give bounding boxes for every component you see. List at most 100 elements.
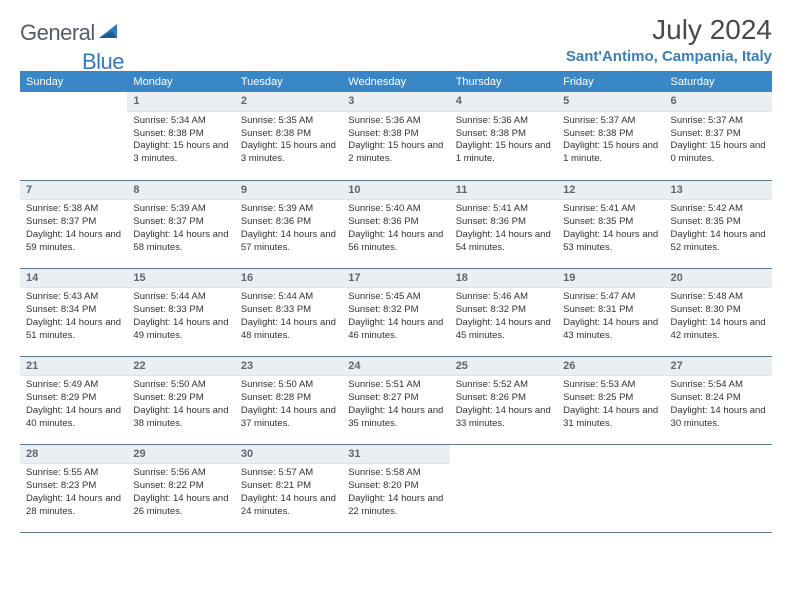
day-cell: 21Sunrise: 5:49 AMSunset: 8:29 PMDayligh…	[20, 356, 127, 444]
day-cell: 17Sunrise: 5:45 AMSunset: 8:32 PMDayligh…	[342, 268, 449, 356]
day-number: 18	[450, 269, 557, 289]
day-line: Sunset: 8:22 PM	[133, 480, 228, 493]
day-cell: 7Sunrise: 5:38 AMSunset: 8:37 PMDaylight…	[20, 180, 127, 268]
day-line: Sunrise: 5:47 AM	[563, 291, 658, 304]
day-cell: 30Sunrise: 5:57 AMSunset: 8:21 PMDayligh…	[235, 444, 342, 532]
day-line: Daylight: 14 hours and 22 minutes.	[348, 493, 443, 519]
day-content: Sunrise: 5:36 AMSunset: 8:38 PMDaylight:…	[342, 112, 449, 170]
day-line: Sunrise: 5:44 AM	[133, 291, 228, 304]
day-line: Sunset: 8:23 PM	[26, 480, 121, 493]
day-number: 12	[557, 181, 664, 201]
day-line: Sunrise: 5:35 AM	[241, 115, 336, 128]
day-number: 2	[235, 92, 342, 112]
day-cell: 19Sunrise: 5:47 AMSunset: 8:31 PMDayligh…	[557, 268, 664, 356]
day-cell: 13Sunrise: 5:42 AMSunset: 8:35 PMDayligh…	[665, 180, 772, 268]
header: General July 2024 Sant'Antimo, Campania,…	[20, 14, 772, 65]
day-line: Daylight: 14 hours and 49 minutes.	[133, 317, 228, 343]
week-row: 14Sunrise: 5:43 AMSunset: 8:34 PMDayligh…	[20, 268, 772, 356]
day-content: Sunrise: 5:44 AMSunset: 8:33 PMDaylight:…	[127, 288, 234, 346]
day-line: Sunset: 8:36 PM	[241, 216, 336, 229]
day-line: Daylight: 14 hours and 38 minutes.	[133, 405, 228, 431]
day-number: 27	[665, 357, 772, 377]
day-line: Sunset: 8:38 PM	[133, 128, 228, 141]
day-line: Daylight: 15 hours and 3 minutes.	[241, 140, 336, 166]
day-line: Sunset: 8:38 PM	[241, 128, 336, 141]
day-cell: 3Sunrise: 5:36 AMSunset: 8:38 PMDaylight…	[342, 92, 449, 180]
brand-triangle-icon	[99, 22, 121, 45]
day-line: Daylight: 14 hours and 48 minutes.	[241, 317, 336, 343]
day-line: Daylight: 14 hours and 46 minutes.	[348, 317, 443, 343]
day-line: Sunrise: 5:57 AM	[241, 467, 336, 480]
day-content: Sunrise: 5:56 AMSunset: 8:22 PMDaylight:…	[127, 464, 234, 522]
day-line: Sunset: 8:37 PM	[26, 216, 121, 229]
day-cell	[557, 444, 664, 532]
day-content: Sunrise: 5:52 AMSunset: 8:26 PMDaylight:…	[450, 376, 557, 434]
brand-logo: General	[20, 14, 123, 46]
day-number: 22	[127, 357, 234, 377]
day-line: Sunset: 8:33 PM	[241, 304, 336, 317]
day-content: Sunrise: 5:39 AMSunset: 8:36 PMDaylight:…	[235, 200, 342, 258]
day-cell: 24Sunrise: 5:51 AMSunset: 8:27 PMDayligh…	[342, 356, 449, 444]
calendar-body: 1Sunrise: 5:34 AMSunset: 8:38 PMDaylight…	[20, 92, 772, 532]
day-line: Sunrise: 5:52 AM	[456, 379, 551, 392]
day-number: 28	[20, 445, 127, 465]
day-line: Daylight: 14 hours and 37 minutes.	[241, 405, 336, 431]
day-number: 11	[450, 181, 557, 201]
day-line: Daylight: 15 hours and 1 minute.	[456, 140, 551, 166]
day-line: Sunrise: 5:41 AM	[456, 203, 551, 216]
day-line: Sunset: 8:29 PM	[133, 392, 228, 405]
day-number: 24	[342, 357, 449, 377]
day-line: Daylight: 14 hours and 51 minutes.	[26, 317, 121, 343]
day-cell: 23Sunrise: 5:50 AMSunset: 8:28 PMDayligh…	[235, 356, 342, 444]
day-number: 5	[557, 92, 664, 112]
day-line: Sunrise: 5:36 AM	[348, 115, 443, 128]
day-line: Sunrise: 5:39 AM	[241, 203, 336, 216]
day-line: Sunrise: 5:53 AM	[563, 379, 658, 392]
day-line: Sunset: 8:37 PM	[133, 216, 228, 229]
day-line: Sunrise: 5:37 AM	[563, 115, 658, 128]
day-cell: 11Sunrise: 5:41 AMSunset: 8:36 PMDayligh…	[450, 180, 557, 268]
day-content: Sunrise: 5:45 AMSunset: 8:32 PMDaylight:…	[342, 288, 449, 346]
day-number: 15	[127, 269, 234, 289]
day-line: Sunrise: 5:48 AM	[671, 291, 766, 304]
day-line: Daylight: 15 hours and 0 minutes.	[671, 140, 766, 166]
day-content: Sunrise: 5:48 AMSunset: 8:30 PMDaylight:…	[665, 288, 772, 346]
day-line: Sunrise: 5:55 AM	[26, 467, 121, 480]
day-line: Sunrise: 5:43 AM	[26, 291, 121, 304]
day-cell: 4Sunrise: 5:36 AMSunset: 8:38 PMDaylight…	[450, 92, 557, 180]
day-line: Sunset: 8:32 PM	[348, 304, 443, 317]
day-line: Sunset: 8:37 PM	[671, 128, 766, 141]
day-cell: 1Sunrise: 5:34 AMSunset: 8:38 PMDaylight…	[127, 92, 234, 180]
day-line: Daylight: 14 hours and 33 minutes.	[456, 405, 551, 431]
day-line: Sunset: 8:29 PM	[26, 392, 121, 405]
day-cell: 16Sunrise: 5:44 AMSunset: 8:33 PMDayligh…	[235, 268, 342, 356]
day-line: Sunset: 8:34 PM	[26, 304, 121, 317]
day-number: 20	[665, 269, 772, 289]
weekday-header: Monday	[127, 72, 234, 92]
day-cell: 9Sunrise: 5:39 AMSunset: 8:36 PMDaylight…	[235, 180, 342, 268]
day-cell: 25Sunrise: 5:52 AMSunset: 8:26 PMDayligh…	[450, 356, 557, 444]
location: Sant'Antimo, Campania, Italy	[566, 48, 772, 65]
day-number: 8	[127, 181, 234, 201]
day-number: 16	[235, 269, 342, 289]
day-content: Sunrise: 5:51 AMSunset: 8:27 PMDaylight:…	[342, 376, 449, 434]
day-line: Daylight: 14 hours and 40 minutes.	[26, 405, 121, 431]
day-cell: 31Sunrise: 5:58 AMSunset: 8:20 PMDayligh…	[342, 444, 449, 532]
day-number: 3	[342, 92, 449, 112]
day-content: Sunrise: 5:35 AMSunset: 8:38 PMDaylight:…	[235, 112, 342, 170]
weekday-header: Sunday	[20, 72, 127, 92]
weekday-header: Tuesday	[235, 72, 342, 92]
day-content: Sunrise: 5:42 AMSunset: 8:35 PMDaylight:…	[665, 200, 772, 258]
weekday-header-row: Sunday Monday Tuesday Wednesday Thursday…	[20, 72, 772, 92]
day-number: 14	[20, 269, 127, 289]
day-content	[557, 464, 664, 471]
week-row: 28Sunrise: 5:55 AMSunset: 8:23 PMDayligh…	[20, 444, 772, 532]
day-line: Daylight: 14 hours and 26 minutes.	[133, 493, 228, 519]
week-row: 1Sunrise: 5:34 AMSunset: 8:38 PMDaylight…	[20, 92, 772, 180]
day-cell: 6Sunrise: 5:37 AMSunset: 8:37 PMDaylight…	[665, 92, 772, 180]
day-line: Daylight: 14 hours and 28 minutes.	[26, 493, 121, 519]
day-line: Sunrise: 5:50 AM	[133, 379, 228, 392]
day-content: Sunrise: 5:34 AMSunset: 8:38 PMDaylight:…	[127, 112, 234, 170]
day-cell	[450, 444, 557, 532]
day-cell: 14 Sunrise: 5:43 AMSunset: 8:34 PMDayligh…	[20, 268, 127, 356]
